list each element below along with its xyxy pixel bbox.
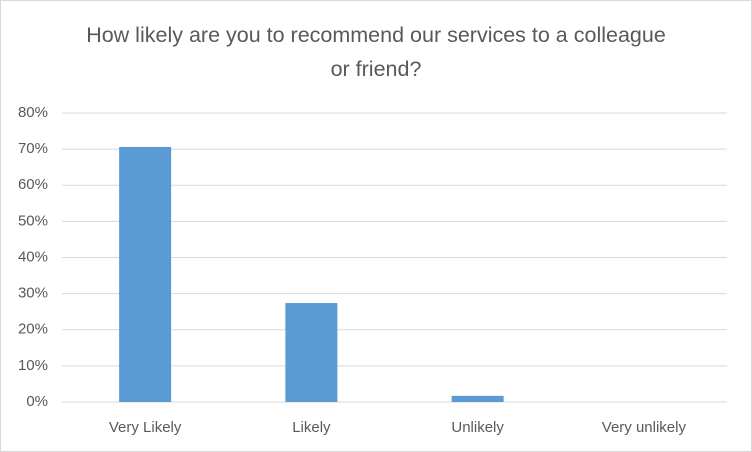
x-tick-label: Unlikely — [451, 419, 504, 436]
x-tick-label: Likely — [292, 419, 331, 436]
y-tick-label: 10% — [18, 357, 48, 374]
y-tick-label: 80% — [18, 104, 48, 121]
x-tick-label: Very Likely — [109, 419, 182, 436]
y-tick-label: 60% — [18, 176, 48, 193]
y-tick-label: 0% — [26, 393, 48, 410]
chart-title: How likely are you to recommend our serv… — [86, 23, 666, 81]
bar — [119, 146, 172, 402]
bar — [285, 303, 338, 402]
y-tick-label: 70% — [18, 140, 48, 157]
y-tick-label: 30% — [18, 285, 48, 302]
y-tick-label: 50% — [18, 212, 48, 229]
y-tick-label: 20% — [18, 321, 48, 338]
y-tick-label: 40% — [18, 248, 48, 265]
bar — [451, 395, 504, 402]
x-tick-label: Very unlikely — [602, 419, 687, 436]
